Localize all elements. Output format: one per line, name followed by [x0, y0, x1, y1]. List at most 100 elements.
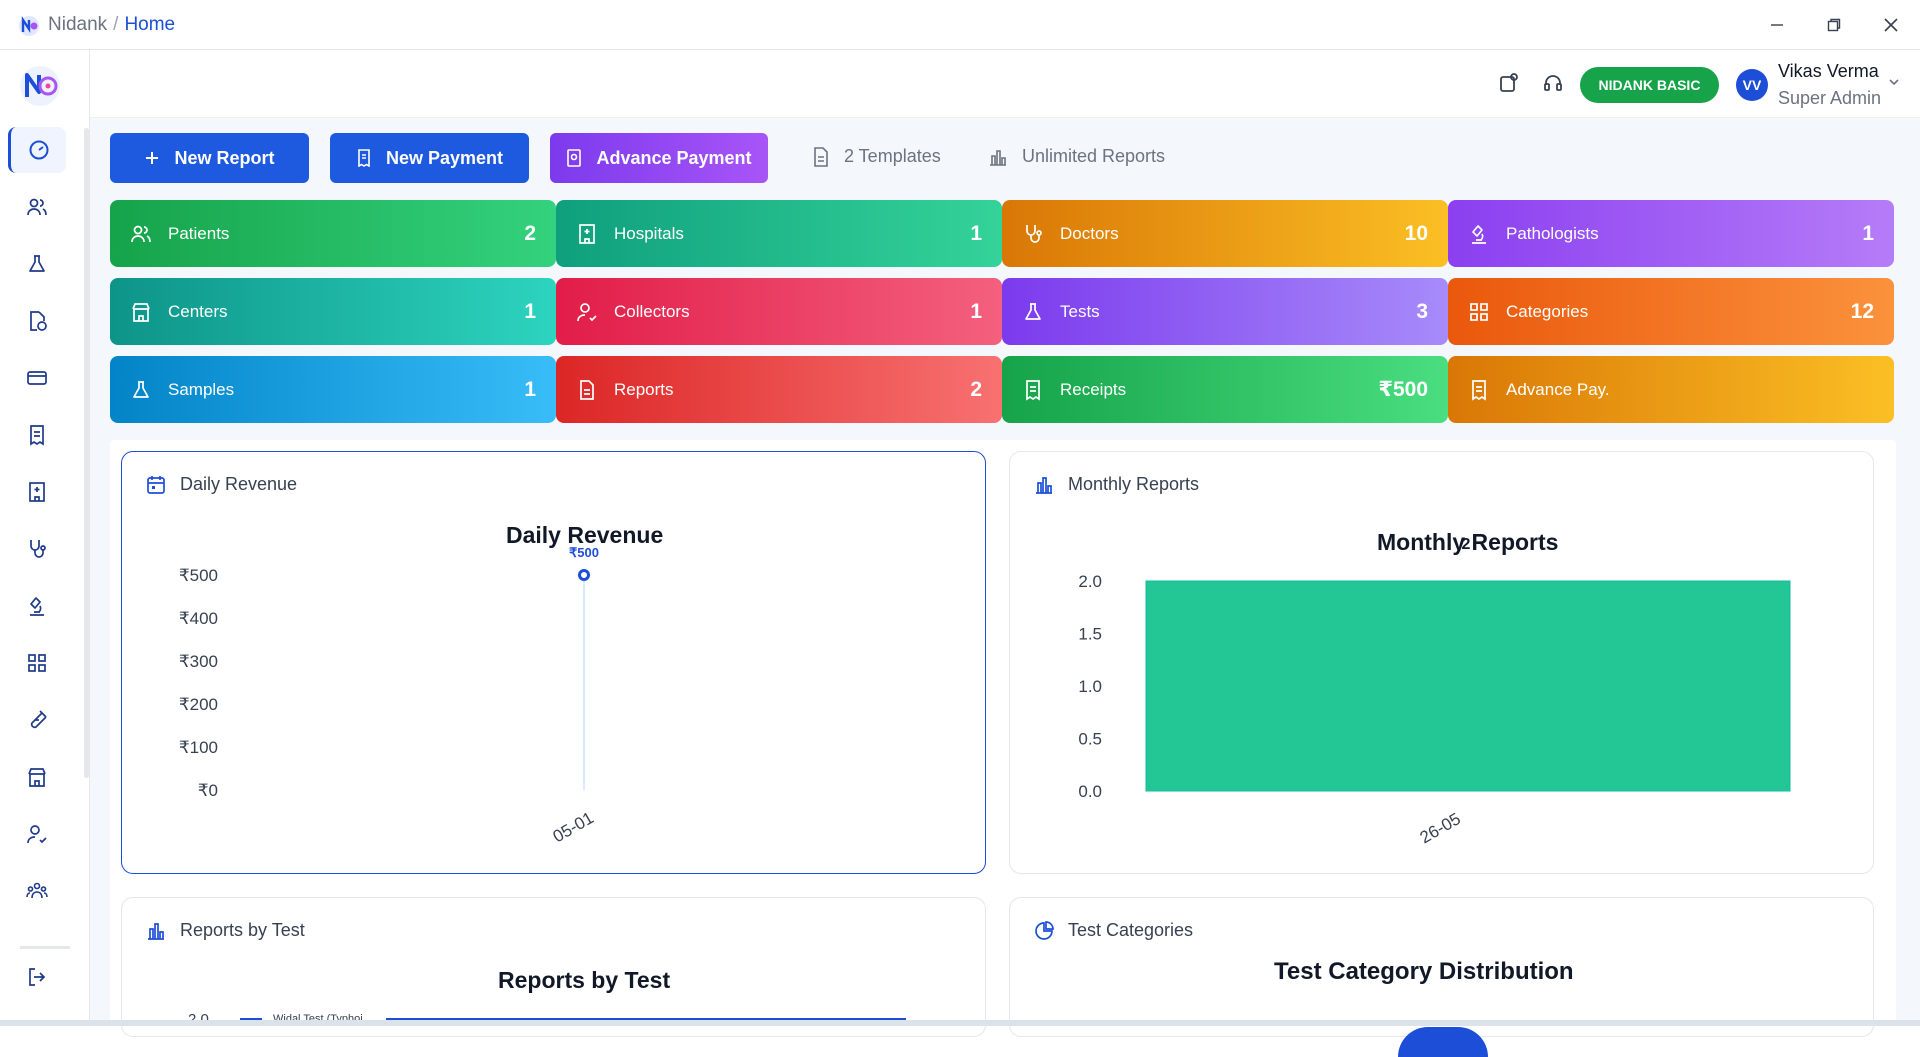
- user-check-icon: [577, 302, 597, 321]
- top-header: NIDANK BASIC VV Vikas Verma Super Admin: [90, 50, 1920, 118]
- advance-payment-button[interactable]: Advance Payment: [550, 133, 768, 183]
- panel-header: Daily Revenue: [146, 474, 297, 495]
- sidebar-item-tests[interactable]: [8, 241, 66, 287]
- users-icon: [131, 225, 151, 242]
- card-centers[interactable]: Centers 1: [110, 278, 556, 345]
- receipt-icon: [358, 149, 370, 167]
- card-count: 1: [524, 377, 536, 401]
- flask-icon: [133, 380, 149, 398]
- grid-icon: [28, 654, 46, 672]
- x-tick-label: 26-05: [1417, 809, 1464, 847]
- chart-title: Reports by Test: [498, 967, 671, 993]
- card-advance-pay[interactable]: Advance Pay.: [1448, 356, 1894, 423]
- x-tick-label: 05-01: [550, 808, 597, 846]
- card-categories[interactable]: Categories 12: [1448, 278, 1894, 345]
- card-label: Reports: [614, 379, 674, 399]
- y-tick-label: ₹100: [179, 738, 218, 757]
- monthly-reports-panel[interactable]: Monthly Reports Monthly Reports 0.0 0.5 1.…: [1009, 451, 1874, 874]
- chevron-down-icon[interactable]: [1887, 75, 1901, 89]
- card-label: Patients: [168, 223, 230, 243]
- sidebar-item-doctors[interactable]: [8, 526, 66, 572]
- sidebar-scrollbar[interactable]: [84, 128, 89, 778]
- plan-badge[interactable]: NIDANK BASIC: [1580, 67, 1719, 103]
- pie-chart-icon: [1035, 920, 1054, 940]
- close-icon[interactable]: [1878, 12, 1904, 38]
- new-payment-label: New Payment: [385, 147, 504, 168]
- y-tick-label: 0.0: [1078, 782, 1102, 801]
- credit-card-icon: [27, 371, 47, 385]
- test-categories-panel[interactable]: Test Categories Test Category Distributi…: [1009, 897, 1874, 1057]
- card-pathologists[interactable]: Pathologists 1: [1448, 200, 1894, 267]
- minimize-icon[interactable]: [1764, 12, 1790, 38]
- sidebar-item-receipts[interactable]: [8, 412, 66, 458]
- chart-title: Monthly Reports: [1377, 529, 1559, 555]
- stethoscope-icon: [30, 540, 46, 558]
- card-count: 1: [970, 299, 982, 323]
- sidebar-item-reports[interactable]: [8, 298, 66, 344]
- templates-info[interactable]: 2 Templates: [812, 146, 941, 167]
- share-icon[interactable]: [1498, 72, 1522, 96]
- sidebar-item-hospitals[interactable]: [8, 469, 66, 515]
- card-tests[interactable]: Tests 3: [1002, 278, 1448, 345]
- card-count: 10: [1404, 221, 1428, 245]
- y-tick-label: ₹0: [198, 781, 218, 800]
- main-content: NIDANK BASIC VV Vikas Verma Super Admin …: [90, 50, 1920, 1057]
- window-titlebar: Nidank / Home: [0, 0, 1920, 50]
- card-count: 2: [970, 377, 982, 401]
- brand-logo-icon: [20, 66, 60, 106]
- card-hospitals[interactable]: Hospitals 1: [556, 200, 1002, 267]
- sidebar-item-staff[interactable]: [8, 868, 66, 914]
- monthly-reports-chart: 0.0 0.5 1.0 1.5 2.0 2 26-05: [1078, 536, 1791, 847]
- sidebar-item-categories[interactable]: [8, 640, 66, 686]
- sidebar-item-pathologists[interactable]: [8, 583, 66, 629]
- card-samples[interactable]: Samples 1: [110, 356, 556, 423]
- card-count: 1: [970, 221, 982, 245]
- card-collectors[interactable]: Collectors 1: [556, 278, 1002, 345]
- card-doctors[interactable]: Doctors 10: [1002, 200, 1448, 267]
- data-label: 2: [1462, 536, 1471, 553]
- sidebar-item-dashboard[interactable]: [8, 127, 66, 173]
- hospital-icon: [29, 482, 45, 502]
- chart-title: Daily Revenue: [506, 522, 664, 548]
- card-label: Doctors: [1060, 223, 1119, 243]
- card-reports[interactable]: Reports 2: [556, 356, 1002, 423]
- templates-count: 2 Templates: [844, 146, 941, 166]
- sidebar-item-payments[interactable]: [8, 355, 66, 401]
- card-receipts[interactable]: Receipts ₹500: [1002, 356, 1448, 423]
- card-label: Tests: [1060, 301, 1100, 321]
- flask-icon: [1025, 302, 1041, 320]
- sidebar-item-centers[interactable]: [8, 754, 66, 800]
- chart-title: Test Category Distribution: [1274, 958, 1574, 985]
- new-report-label: New Report: [174, 147, 275, 168]
- headset-icon[interactable]: [1542, 72, 1566, 96]
- flask-icon: [29, 255, 45, 272]
- sidebar-item-patients[interactable]: [8, 184, 66, 230]
- calendar-icon: [147, 475, 165, 494]
- avatar[interactable]: VV: [1736, 69, 1768, 101]
- document-icon: [580, 379, 594, 400]
- breadcrumb-current[interactable]: Home: [124, 14, 176, 35]
- receipt-icon: [1472, 379, 1486, 401]
- users-icon: [27, 198, 47, 216]
- breadcrumb-separator: /: [113, 14, 119, 35]
- daily-revenue-panel[interactable]: Daily Revenue Daily Revenue ₹0 ₹100 ₹200 ₹3…: [121, 451, 986, 874]
- user-name[interactable]: Vikas Verma: [1778, 61, 1879, 81]
- card-label: Hospitals: [614, 223, 684, 243]
- reports-by-test-panel[interactable]: Reports by Test Reports by Test 2.0 Wida…: [121, 897, 986, 1037]
- sidebar-item-collectors[interactable]: [8, 811, 66, 857]
- hospital-icon: [579, 223, 595, 244]
- y-tick-label: ₹300: [179, 652, 218, 671]
- receipt-icon: [30, 425, 44, 446]
- logout-button[interactable]: [8, 954, 66, 1000]
- breadcrumb-app[interactable]: Nidank: [48, 14, 108, 35]
- new-payment-button[interactable]: New Payment: [330, 133, 529, 183]
- new-report-button[interactable]: New Report: [110, 133, 309, 183]
- card-count: ₹500: [1378, 378, 1428, 401]
- card-patients[interactable]: Patients 2: [110, 200, 556, 267]
- microscope-icon: [30, 597, 44, 616]
- panel-title: Reports by Test: [180, 920, 305, 940]
- restore-icon[interactable]: [1821, 12, 1847, 38]
- y-tick-label: ₹200: [179, 695, 218, 714]
- sidebar-item-samples[interactable]: [8, 697, 66, 743]
- sidebar-divider: [20, 946, 70, 949]
